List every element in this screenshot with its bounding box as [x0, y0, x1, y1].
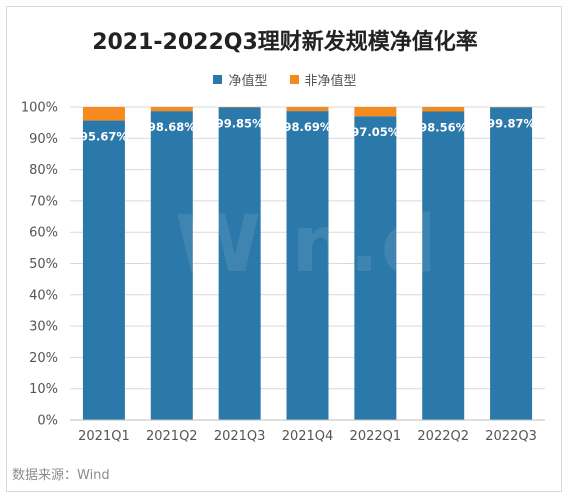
data-label: 98.56%	[419, 121, 467, 135]
bar-net-value	[82, 120, 125, 420]
bar-non-net-value	[354, 107, 397, 117]
data-label: 98.68%	[148, 120, 196, 134]
bar-net-value	[218, 107, 261, 421]
bar-net-value	[422, 111, 465, 420]
chart-title: 2021-2022Q3理财新发规模净值化率	[92, 30, 478, 55]
y-tick-label: 0%	[37, 414, 58, 429]
y-tick-label: 70%	[29, 194, 58, 209]
y-tick-label: 90%	[29, 132, 58, 147]
y-tick-label: 100%	[21, 101, 58, 116]
bar-net-value	[286, 111, 329, 420]
bar-non-net-value	[82, 107, 125, 121]
x-tick-label: 2021Q4	[282, 429, 334, 444]
x-tick-label: 2021Q3	[214, 429, 266, 444]
data-label: 97.05%	[351, 125, 399, 139]
x-tick-label: 2022Q1	[350, 429, 402, 444]
data-label: 98.69%	[284, 120, 332, 134]
y-tick-label: 80%	[29, 163, 58, 178]
y-tick-label: 30%	[29, 320, 58, 335]
source-note: 数据来源：Wind	[12, 468, 110, 483]
legend-swatch-non-net-value	[289, 75, 299, 84]
x-tick-label: 2021Q2	[146, 429, 198, 444]
bar-non-net-value	[150, 107, 193, 112]
y-tick-label: 60%	[29, 226, 58, 241]
x-tick-label: 2021Q1	[78, 429, 130, 444]
x-tick-label: 2022Q3	[485, 429, 537, 444]
chart-legend: 净值型 非净值型	[0, 70, 570, 89]
legend-label-non-net-value: 非净值型	[304, 74, 357, 89]
bar-non-net-value	[286, 107, 329, 112]
x-tick-label: 2022Q2	[417, 429, 469, 444]
data-label: 95.67%	[80, 130, 128, 144]
bar-net-value	[150, 111, 193, 421]
y-tick-label: 10%	[29, 382, 58, 397]
legend-label-net-value: 净值型	[228, 74, 268, 89]
legend-item-non-net-value: 非净值型	[289, 70, 357, 89]
bar-non-net-value	[422, 107, 465, 112]
watermark: Win.d	[175, 200, 439, 290]
legend-item-net-value: 净值型	[213, 70, 268, 89]
y-tick-label: 40%	[29, 288, 58, 303]
data-label: 99.85%	[216, 116, 264, 130]
legend-swatch-net-value	[213, 75, 223, 84]
y-tick-label: 50%	[29, 257, 58, 272]
bar-net-value	[354, 116, 397, 421]
data-label: 99.87%	[487, 116, 535, 130]
y-tick-label: 20%	[29, 351, 58, 366]
bar-net-value	[490, 107, 533, 421]
